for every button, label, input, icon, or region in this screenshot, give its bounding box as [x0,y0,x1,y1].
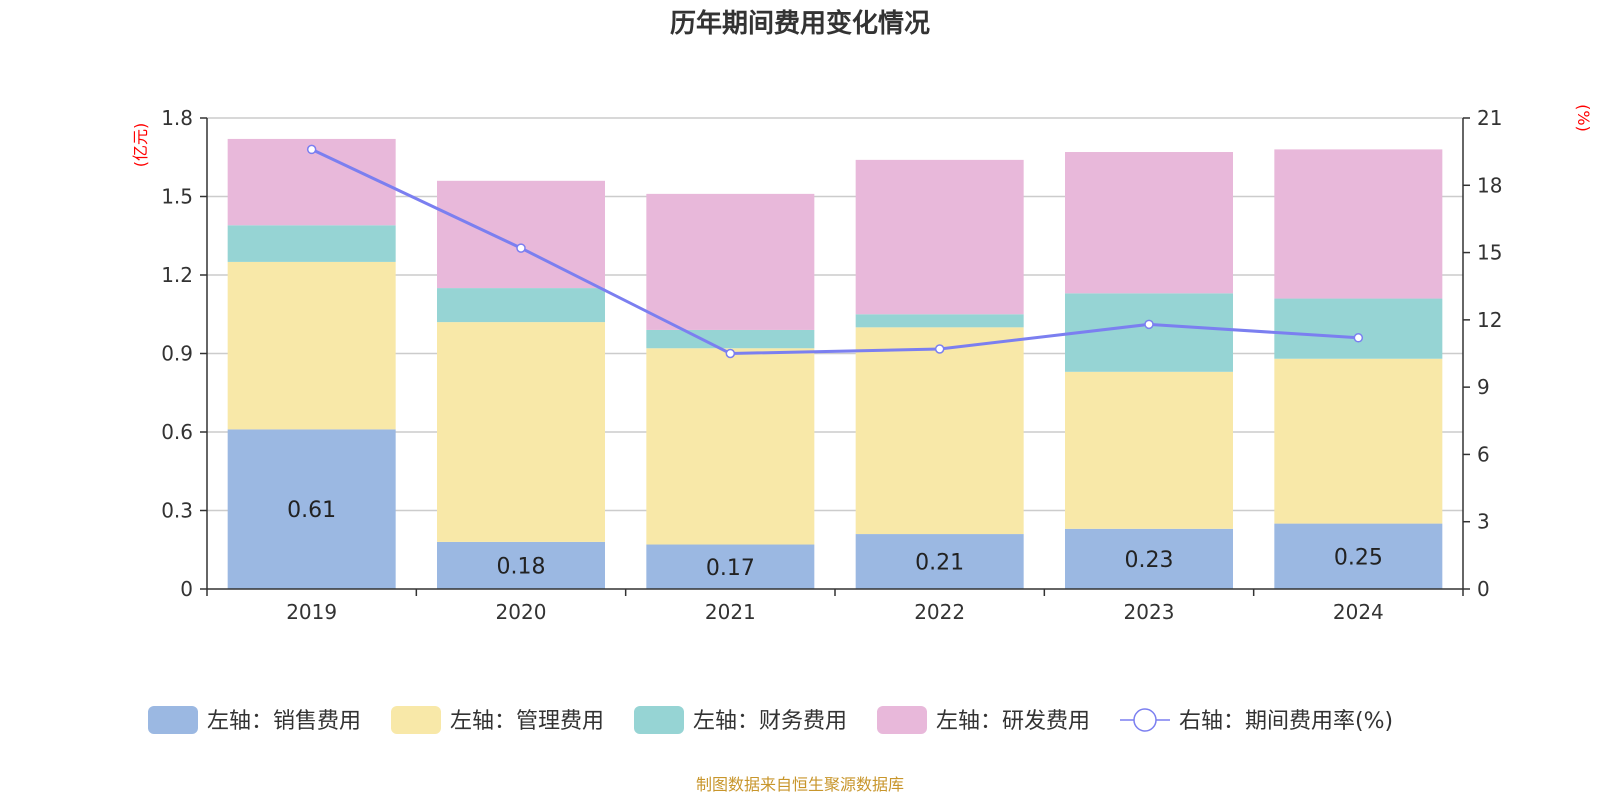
x-axis-tick-label: 2024 [1333,600,1384,624]
bar-2-2021 [646,329,815,349]
source-note: 制图数据来自恒生聚源数据库 [696,775,904,794]
bar-3-2020 [437,180,605,289]
legend: 左轴：销售费用 左轴：管理费用 左轴：财务费用 左轴：研发费用 右轴：期间费用率(%) [148,706,1393,734]
left-axis-tick-label: 1.8 [161,106,193,130]
left-axis-tick-label: 0.6 [161,420,193,444]
x-axis-tick-label: 2021 [705,600,756,624]
x-axis-tick-label: 2023 [1124,600,1175,624]
rate-line [311,148,1359,356]
right-axis-tick-label: 18 [1477,173,1502,197]
axes: 0 0.3 0.6 0.9 1.2 1.5 1.8 0 3 6 9 12 15 18 21 2019 2020 2… [161,106,1502,624]
bar-1-2019 [227,261,396,430]
legend-swatch-0 [148,706,198,734]
rate-line-series [306,144,1364,359]
bar-1-2023 [1065,371,1233,529]
bar-1-2022 [855,327,1024,535]
bar-3-2021 [646,193,815,330]
left-axis-tick-label: 1.2 [161,263,193,287]
bar-value-label: 0.17 [706,556,755,581]
rate-point-2022 [934,344,945,354]
bar-2-2020 [437,288,605,323]
x-axis-tick-label: 2020 [496,600,547,624]
rate-point-2023 [1144,319,1154,330]
bar-value-label: 0.18 [497,554,546,579]
right-axis-tick-label: 0 [1477,577,1490,601]
right-axis-unit: (%) [1574,104,1593,132]
right-axis-tick-label: 6 [1477,442,1490,466]
legend-label-4: 右轴：期间费用率(%) [1179,709,1393,734]
bar-0-2022 [855,534,1024,589]
bar-value-label: 0.61 [287,498,336,523]
legend-label-2: 左轴：财务费用 [693,709,847,734]
rate-point-2019 [306,144,317,155]
right-axis-tick-label: 3 [1477,510,1490,534]
bar-0-2021 [646,544,815,589]
rate-point-2020 [516,243,526,253]
bar-2-2023 [1065,293,1233,372]
x-axis-tick-label: 2019 [286,600,337,624]
bar-2-2024 [1274,298,1443,359]
left-axis-tick-label: 1.5 [161,185,193,209]
bar-3-2023 [1065,152,1233,294]
grid-lines [207,117,1463,512]
bar-value-label: 0.25 [1334,545,1383,570]
legend-swatch-1 [391,706,441,734]
right-axis-tick-label: 9 [1477,375,1490,399]
rate-point-2021 [725,348,736,359]
bars [227,138,1443,589]
chart-title: 历年期间费用变化情况 [670,8,930,39]
legend-label-1: 左轴：管理费用 [450,709,604,734]
legend-label-3: 左轴：研发费用 [936,709,1090,734]
rate-point-2024 [1353,333,1364,343]
legend-marker-icon [1133,708,1157,732]
bar-value-label: 0.21 [915,551,964,576]
bar-3-2022 [855,159,1024,315]
right-axis-tick-label: 21 [1477,106,1502,130]
bar-2-2022 [855,314,1024,328]
x-axis-tick-label: 2022 [914,600,965,624]
bar-1-2020 [437,322,605,542]
bar-0-2023 [1065,528,1233,589]
bar-labels: 0.61 0.18 0.17 0.21 0.23 0.25 [287,498,1383,581]
left-axis-tick-label: 0.3 [161,499,193,523]
bar-1-2021 [646,348,815,545]
legend-label-0: 左轴：销售费用 [207,709,361,734]
bar-1-2024 [1274,358,1443,524]
bar-0-2024 [1274,523,1443,589]
bar-3-2024 [1274,149,1443,299]
legend-swatch-2 [634,706,684,734]
legend-swatch-3 [877,706,927,734]
left-axis-unit: (亿元) [131,123,150,168]
bar-0-2020 [437,541,605,589]
bar-2-2019 [227,225,396,262]
right-axis-tick-label: 12 [1477,308,1502,332]
bar-0-2019 [227,429,396,589]
bar-value-label: 0.23 [1125,548,1174,573]
right-axis-tick-label: 15 [1477,241,1502,265]
left-axis-tick-label: 0.9 [161,342,193,366]
left-axis-tick-label: 0 [180,577,193,601]
